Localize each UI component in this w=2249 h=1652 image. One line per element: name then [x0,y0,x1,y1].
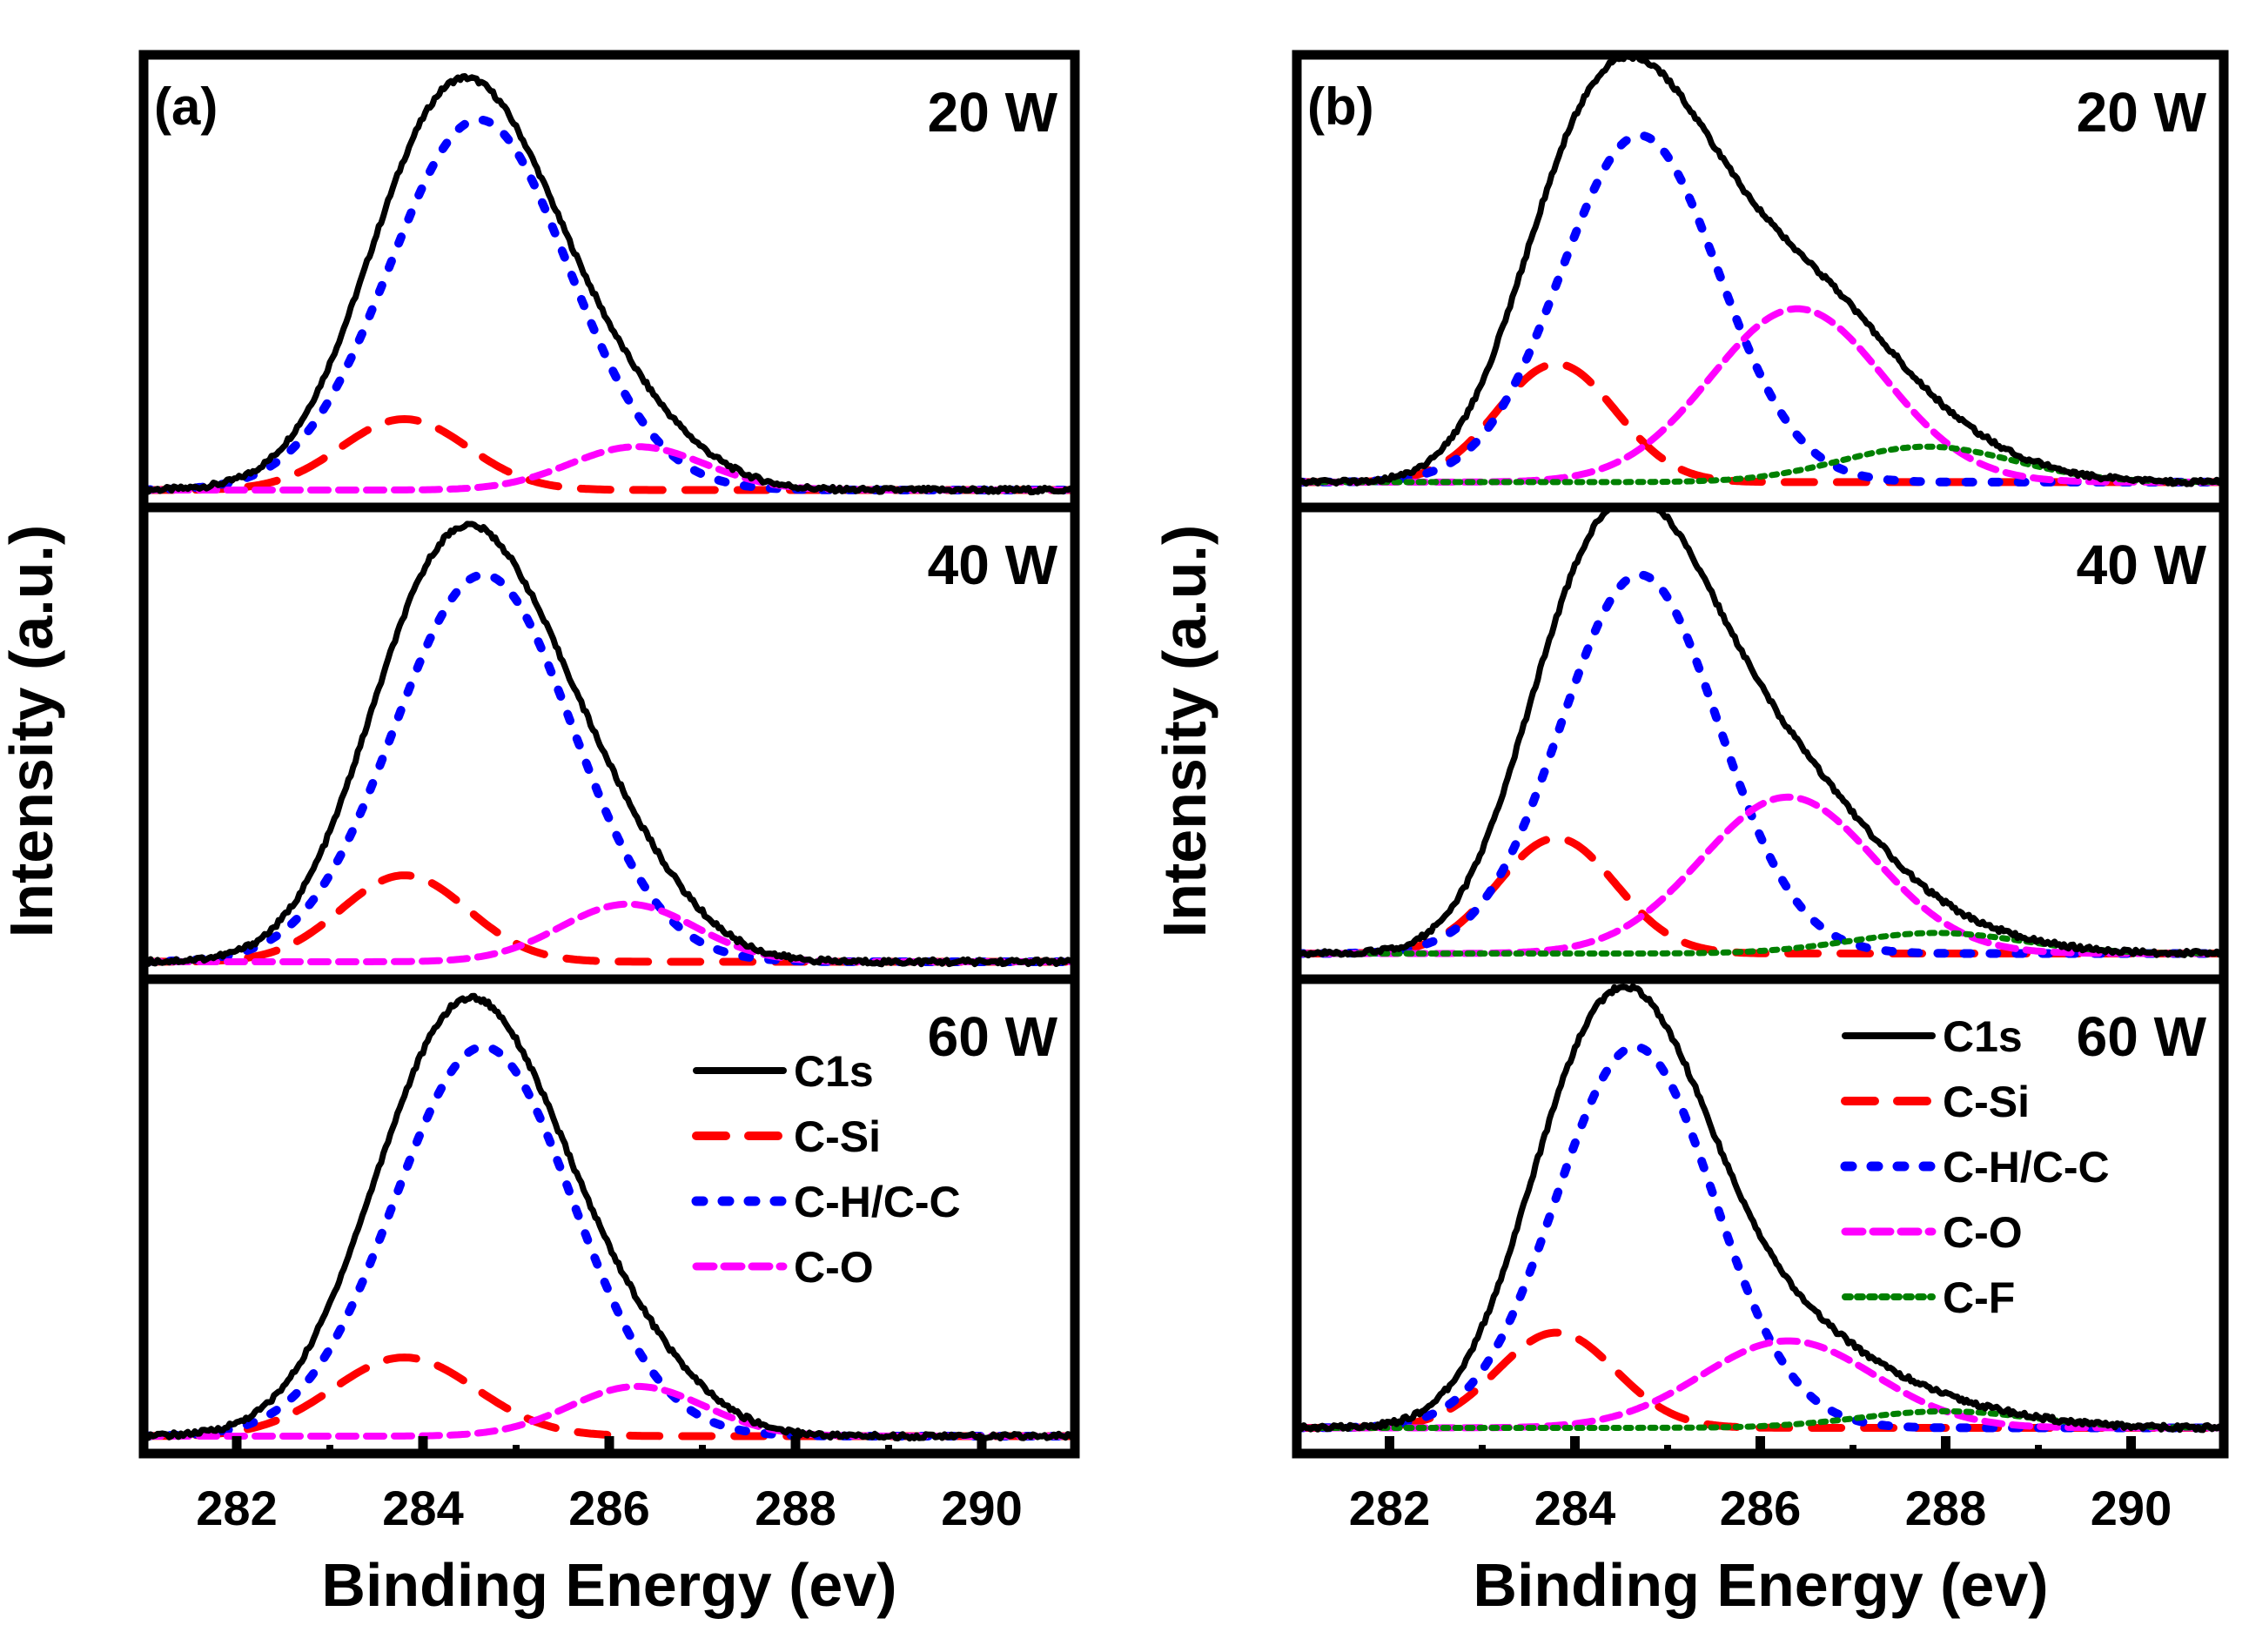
series-line-c-h-c-c [1297,131,2224,487]
series-line-c-si [144,1353,1075,1440]
series-line-c1s [1297,983,2224,1434]
subplot-title: 20 W [2077,81,2207,144]
series-line-c1s [144,520,1075,968]
series-line-c1s [144,73,1075,496]
panel-label: (b) [1307,77,1374,136]
series-line-c-h-c-c [144,570,1075,966]
legend-label: C-Si [1943,1078,2030,1126]
series-line-c-o [1297,1337,2224,1432]
legend-label: C-H/C-C [794,1178,961,1226]
series-line-c-o [144,443,1075,494]
x-axis-label: Binding Energy (ev) [321,1551,896,1619]
series-line-c-h-c-c [1297,570,2224,958]
legend-label: C-H/C-C [1943,1143,2110,1192]
panel-b: 20 W 40 W 60 W (b) 282 284 286 288 290 Binding En… [1151,50,2229,1619]
series-line-c1s [1297,55,2224,487]
subplot-60w: 60 W [1297,983,2224,1434]
series-line-c-o [1297,793,2224,957]
subplot-curves [144,992,1075,1442]
x-tick-label: 290 [941,1481,1022,1535]
x-tick-label: 282 [1349,1481,1430,1535]
x-tick-label: 286 [568,1481,649,1535]
subplot-curves [1297,55,2224,487]
legend-label: C-F [1943,1273,2015,1322]
subplot-curves [144,73,1075,496]
subplot-curves [1297,507,2224,959]
series-line-c1s [1297,507,2224,959]
legend-label: C-O [1943,1208,2023,1257]
legend-label: C1s [794,1047,874,1096]
y-axis-label: Intensity (a.u.) [0,525,65,937]
legend: C1s C-Si C-H/C-C C-O C-F [1840,1012,2110,1322]
series-line-c1s [144,992,1075,1442]
subplot-40w: 40 W [144,520,1075,968]
x-tick-label: 286 [1720,1481,1801,1535]
subplot-curves [144,520,1075,968]
x-tick-label: 284 [1534,1481,1615,1535]
panel-a: 20 W 40 W 60 W (a) 282 284 286 288 290 Binding En… [0,50,1080,1619]
panel-frame [1292,50,2229,1459]
y-axis-label: Intensity (a.u.) [1151,525,1218,937]
x-tick-label: 282 [196,1481,277,1535]
subplot-title: 40 W [2077,534,2207,596]
series-line-c-si [144,871,1075,966]
x-tick-label: 284 [382,1481,463,1535]
x-tick-label: 288 [755,1481,836,1535]
legend-label: C-O [794,1243,874,1292]
legend-label: C1s [1943,1012,2023,1061]
x-axis-label: Binding Energy (ev) [1473,1551,2048,1619]
subplot-title: 20 W [928,81,1058,144]
subplot-20w: 20 W [1297,55,2224,487]
series-line-c-h-c-c [144,115,1075,494]
x-tick-label: 288 [1905,1481,1986,1535]
series-line-c-si [144,414,1075,494]
subplot-title: 60 W [2077,1005,2207,1068]
subplot-title: 40 W [928,534,1058,596]
legend: C1s C-Si C-H/C-C C-O [691,1047,961,1292]
series-line-c-si [1297,359,2224,487]
subplot-curves [1297,983,2224,1434]
series-line-c-si [1297,834,2224,957]
panel-label: (a) [154,77,218,136]
subplot-60w: 60 W [144,992,1075,1442]
subplot-title: 60 W [928,1005,1058,1068]
subplot-40w: 40 W [1297,507,2224,959]
series-line-c-o [144,1382,1075,1440]
x-tick-label: 290 [2091,1481,2172,1535]
legend-label: C-Si [794,1112,881,1161]
subplot-20w: 20 W [144,73,1075,496]
